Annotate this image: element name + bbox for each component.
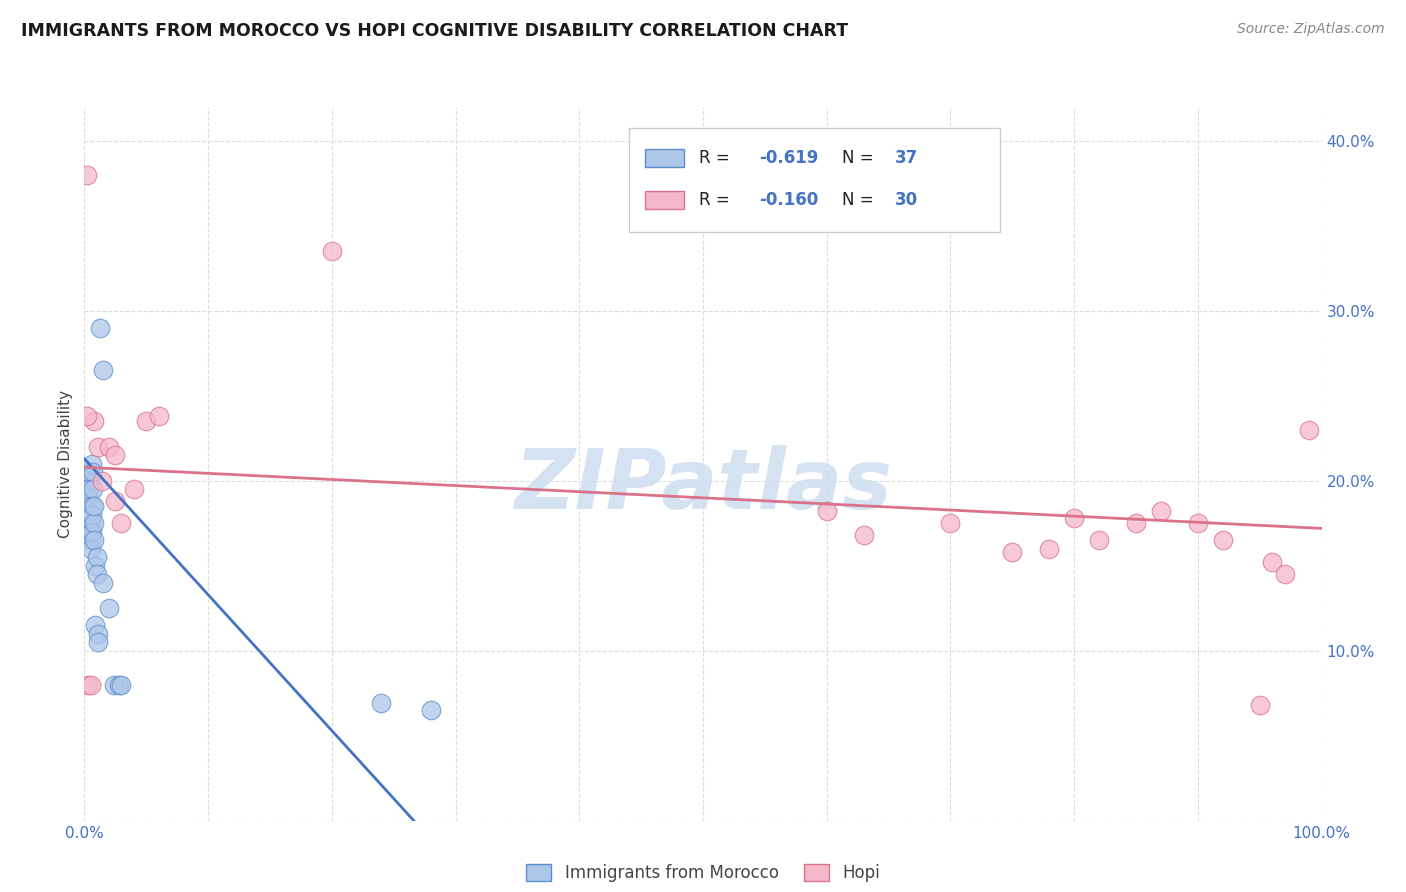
Point [77,483,100,497]
Point [135,414,157,428]
Point [77,466,100,480]
Bar [645,191,685,209]
Point [1038,541,1060,556]
Point [83,533,105,548]
Text: -0.160: -0.160 [759,191,818,209]
Point [87,635,110,649]
Point [83,414,105,428]
Point [1298,423,1320,437]
Point [80,500,103,514]
Point [79,483,101,497]
Point [77,491,100,505]
Point [321,244,343,259]
Point [98,440,121,454]
Point [79,524,101,539]
Point [103,678,125,692]
Point [939,516,962,531]
Point [76,409,98,424]
Point [79,516,101,531]
Point [815,504,838,518]
Point [370,697,392,711]
Point [86,567,108,582]
Bar [645,150,685,168]
Text: -0.619: -0.619 [759,150,818,168]
Point [852,528,875,542]
Text: 37: 37 [894,150,918,168]
Text: N =: N = [842,150,879,168]
Point [1249,698,1271,712]
Point [91,363,114,377]
Text: R =: R = [699,150,735,168]
Point [79,533,101,548]
Text: R =: R = [699,191,735,209]
Point [75,479,97,493]
Point [91,575,114,590]
Point [79,466,101,480]
Legend: Immigrants from Morocco, Hopi: Immigrants from Morocco, Hopi [517,856,889,891]
Point [80,508,103,522]
Point [110,516,132,531]
Point [1088,533,1111,548]
Point [79,678,101,692]
Text: IMMIGRANTS FROM MOROCCO VS HOPI COGNITIVE DISABILITY CORRELATION CHART: IMMIGRANTS FROM MOROCCO VS HOPI COGNITIV… [21,22,848,40]
Point [76,483,98,497]
Point [86,550,108,565]
Text: ZIPatlas: ZIPatlas [515,445,891,525]
Point [83,516,105,531]
Point [84,618,107,632]
Point [89,321,111,335]
Point [1212,533,1234,548]
Point [90,474,112,488]
Point [1274,567,1296,582]
Point [87,626,110,640]
Point [1125,516,1147,531]
Point [104,494,127,508]
Point [1187,516,1209,531]
Point [79,541,101,556]
Point [77,678,100,692]
Point [148,409,170,424]
FancyBboxPatch shape [628,128,1000,232]
Point [80,457,103,471]
Point [83,500,105,514]
Point [122,483,145,497]
Point [104,448,127,462]
Point [84,558,107,573]
Point [108,678,131,692]
Text: Source: ZipAtlas.com: Source: ZipAtlas.com [1237,22,1385,37]
Point [110,678,132,692]
Point [79,474,101,488]
Point [82,466,104,480]
Point [1063,511,1085,525]
Text: 30: 30 [894,191,918,209]
Point [87,440,110,454]
Point [1261,555,1284,569]
Point [76,474,98,488]
Point [98,601,121,615]
Point [80,524,103,539]
Point [76,168,98,182]
Text: N =: N = [842,191,879,209]
Point [82,483,104,497]
Point [1150,504,1173,518]
Y-axis label: Cognitive Disability: Cognitive Disability [58,390,73,538]
Point [1001,545,1024,559]
Point [419,703,441,717]
